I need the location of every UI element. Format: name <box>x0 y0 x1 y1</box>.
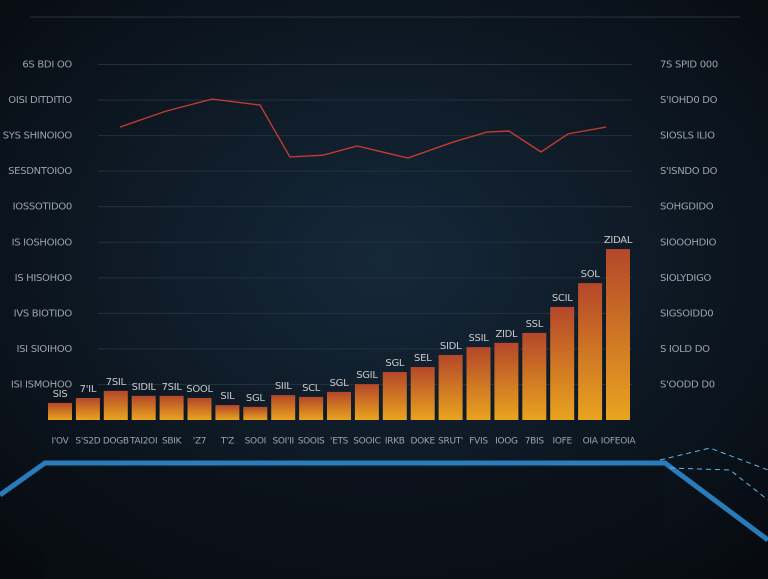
bar <box>494 342 519 420</box>
y-tick-label: IVS BIOTIDO <box>14 308 73 319</box>
bar-label: 7SIL <box>106 377 127 388</box>
bar-label: SGL <box>246 393 265 404</box>
bar-label: SCL <box>302 383 321 394</box>
y2-tick-label: S'ISNDO DO <box>660 166 718 177</box>
bar <box>327 391 351 420</box>
x-tick-label: T'Z <box>220 437 234 447</box>
line-series <box>119 98 607 159</box>
bar-label: 7SIL <box>162 382 183 393</box>
y-tick-label: IOSSOTIDO0 <box>13 202 72 213</box>
x-tick-label: 'Z7 <box>193 437 206 447</box>
x-tick-label: SRUT' <box>438 437 463 447</box>
bar <box>466 347 491 420</box>
x-tick-label: SOOIS <box>298 437 325 447</box>
bar-label: SIDIL <box>132 382 157 393</box>
floor <box>45 468 665 579</box>
x-tick-label: SOI'II <box>272 437 293 447</box>
bar-label: SIL <box>220 391 235 402</box>
y2-tick-label: S'OODD D0 <box>660 379 715 390</box>
bar <box>354 384 379 420</box>
bar <box>159 395 184 420</box>
x-tick-label: I'OV <box>51 437 69 447</box>
floor-glow <box>0 460 768 543</box>
y-tick-label: IS HISOHOO <box>15 273 73 284</box>
bar <box>187 397 212 420</box>
y-tick-label: SESDNTOIOO <box>8 166 72 177</box>
bar-label: SEL <box>414 353 432 364</box>
y-tick-label: ISI ISMOHOO <box>11 379 73 390</box>
bar <box>522 332 547 420</box>
y-tick-label: 6S BDI OO <box>22 60 72 71</box>
bar <box>606 249 630 420</box>
x-tick-label: FVIS <box>469 437 488 447</box>
x-tick-label: TAI2OI <box>129 437 157 447</box>
bar <box>382 372 407 420</box>
y2-tick-label: SIOOOHDIO <box>660 237 717 248</box>
y2-tick-label: S'IOHD0 DO <box>660 95 718 106</box>
x-tick-label: DOKE <box>410 437 435 447</box>
bar-label: SGL <box>385 358 404 369</box>
y2-tick-label: SIOSLS ILIO <box>660 131 715 142</box>
bar-label: SOL <box>581 269 601 280</box>
x-tick-label: SOOIC <box>353 437 380 447</box>
bar-label: ZIDL <box>495 329 518 340</box>
x-tick-label: IOFE <box>552 437 572 447</box>
bar <box>410 367 435 420</box>
y-tick-label: SYS SHINOIOO <box>3 131 73 142</box>
floor-dash <box>669 467 768 501</box>
y-tick-label: ISI SIOIHOO <box>16 344 72 355</box>
y-tick-label: OISI DITDITIO <box>8 95 72 106</box>
bar <box>103 390 128 420</box>
x-tick-label: IOFEOIA <box>601 437 637 447</box>
plot: ISI ISMOHOO ISI SIOIHOO IVS BIOTIDO IS HISO… <box>3 60 718 447</box>
bar <box>299 396 324 420</box>
bar <box>550 306 575 420</box>
y2-tick-label: S IOLD DO <box>660 344 710 355</box>
bar-label: SSL <box>526 319 544 330</box>
bar-label: SGIL <box>356 370 378 381</box>
bar-label: SIIL <box>275 381 292 392</box>
x-tick-label: 7BIS <box>525 437 545 447</box>
bar <box>131 395 156 420</box>
x-tick-label: IOOG <box>495 437 518 447</box>
bar-label: SIDL <box>440 341 462 352</box>
bar <box>578 283 603 420</box>
x-tick-label: OIA <box>583 437 599 447</box>
bar-label: SSIL <box>468 333 489 344</box>
x-tick-label: S'S2D <box>75 437 100 447</box>
floor-dash <box>659 447 768 471</box>
y-tick-label: IS IOSHOIOO <box>12 237 73 248</box>
bar <box>75 397 100 420</box>
x-tick-label: 'ETS <box>330 437 349 447</box>
x-tick-label: DOGB <box>103 437 129 447</box>
bar <box>243 406 268 420</box>
y2-tick-label: SIGSOIDD0 <box>660 308 713 319</box>
x-tick-label: SOOI <box>245 437 266 447</box>
bar-label: ZIDAL <box>604 235 633 246</box>
y2-tick-label: SOHGDIDO <box>660 202 714 213</box>
y2-tick-label: 7S SPID 000 <box>660 60 718 71</box>
bar-label: SCIL <box>552 293 573 304</box>
bar <box>48 402 72 420</box>
x-tick-label: IRKB <box>385 437 405 447</box>
bar-label: SIS <box>53 389 68 400</box>
bar-label: SOOL <box>186 384 213 395</box>
bar <box>271 395 296 420</box>
bar-label: SGL <box>330 378 349 389</box>
bar <box>438 354 463 420</box>
y2-tick-label: SIOLYDIGO <box>660 273 712 284</box>
bar-label: 7'IL <box>80 384 97 395</box>
bar <box>215 405 240 420</box>
x-tick-label: SBIK <box>162 437 183 447</box>
